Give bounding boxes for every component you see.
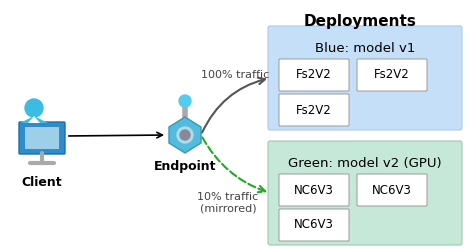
FancyBboxPatch shape xyxy=(279,174,349,206)
Text: Blue: model v1: Blue: model v1 xyxy=(315,42,415,55)
Text: Endpoint: Endpoint xyxy=(154,160,216,173)
Text: 10% traffic
(mirrored): 10% traffic (mirrored) xyxy=(197,192,259,214)
Text: Green: model v2 (GPU): Green: model v2 (GPU) xyxy=(288,157,442,170)
FancyBboxPatch shape xyxy=(279,59,349,91)
Polygon shape xyxy=(169,117,201,153)
FancyBboxPatch shape xyxy=(268,141,462,245)
Circle shape xyxy=(179,95,191,107)
Circle shape xyxy=(180,130,190,140)
Text: Fs2V2: Fs2V2 xyxy=(296,68,332,82)
Polygon shape xyxy=(20,116,48,123)
Text: Fs2V2: Fs2V2 xyxy=(374,68,410,82)
Text: Deployments: Deployments xyxy=(304,14,416,29)
Text: NC6V3: NC6V3 xyxy=(372,184,412,196)
Text: 100% traffic: 100% traffic xyxy=(201,70,269,80)
FancyBboxPatch shape xyxy=(357,59,427,91)
FancyBboxPatch shape xyxy=(25,127,59,149)
FancyBboxPatch shape xyxy=(19,122,65,154)
Circle shape xyxy=(25,99,43,117)
FancyBboxPatch shape xyxy=(279,209,349,241)
FancyBboxPatch shape xyxy=(268,26,462,130)
Circle shape xyxy=(177,127,193,143)
Text: Client: Client xyxy=(22,176,62,189)
FancyArrowPatch shape xyxy=(203,137,265,192)
FancyArrowPatch shape xyxy=(202,78,265,132)
Text: Fs2V2: Fs2V2 xyxy=(296,103,332,117)
FancyBboxPatch shape xyxy=(357,174,427,206)
FancyBboxPatch shape xyxy=(279,94,349,126)
Text: NC6V3: NC6V3 xyxy=(294,184,334,196)
Text: NC6V3: NC6V3 xyxy=(294,218,334,231)
Polygon shape xyxy=(28,116,40,123)
